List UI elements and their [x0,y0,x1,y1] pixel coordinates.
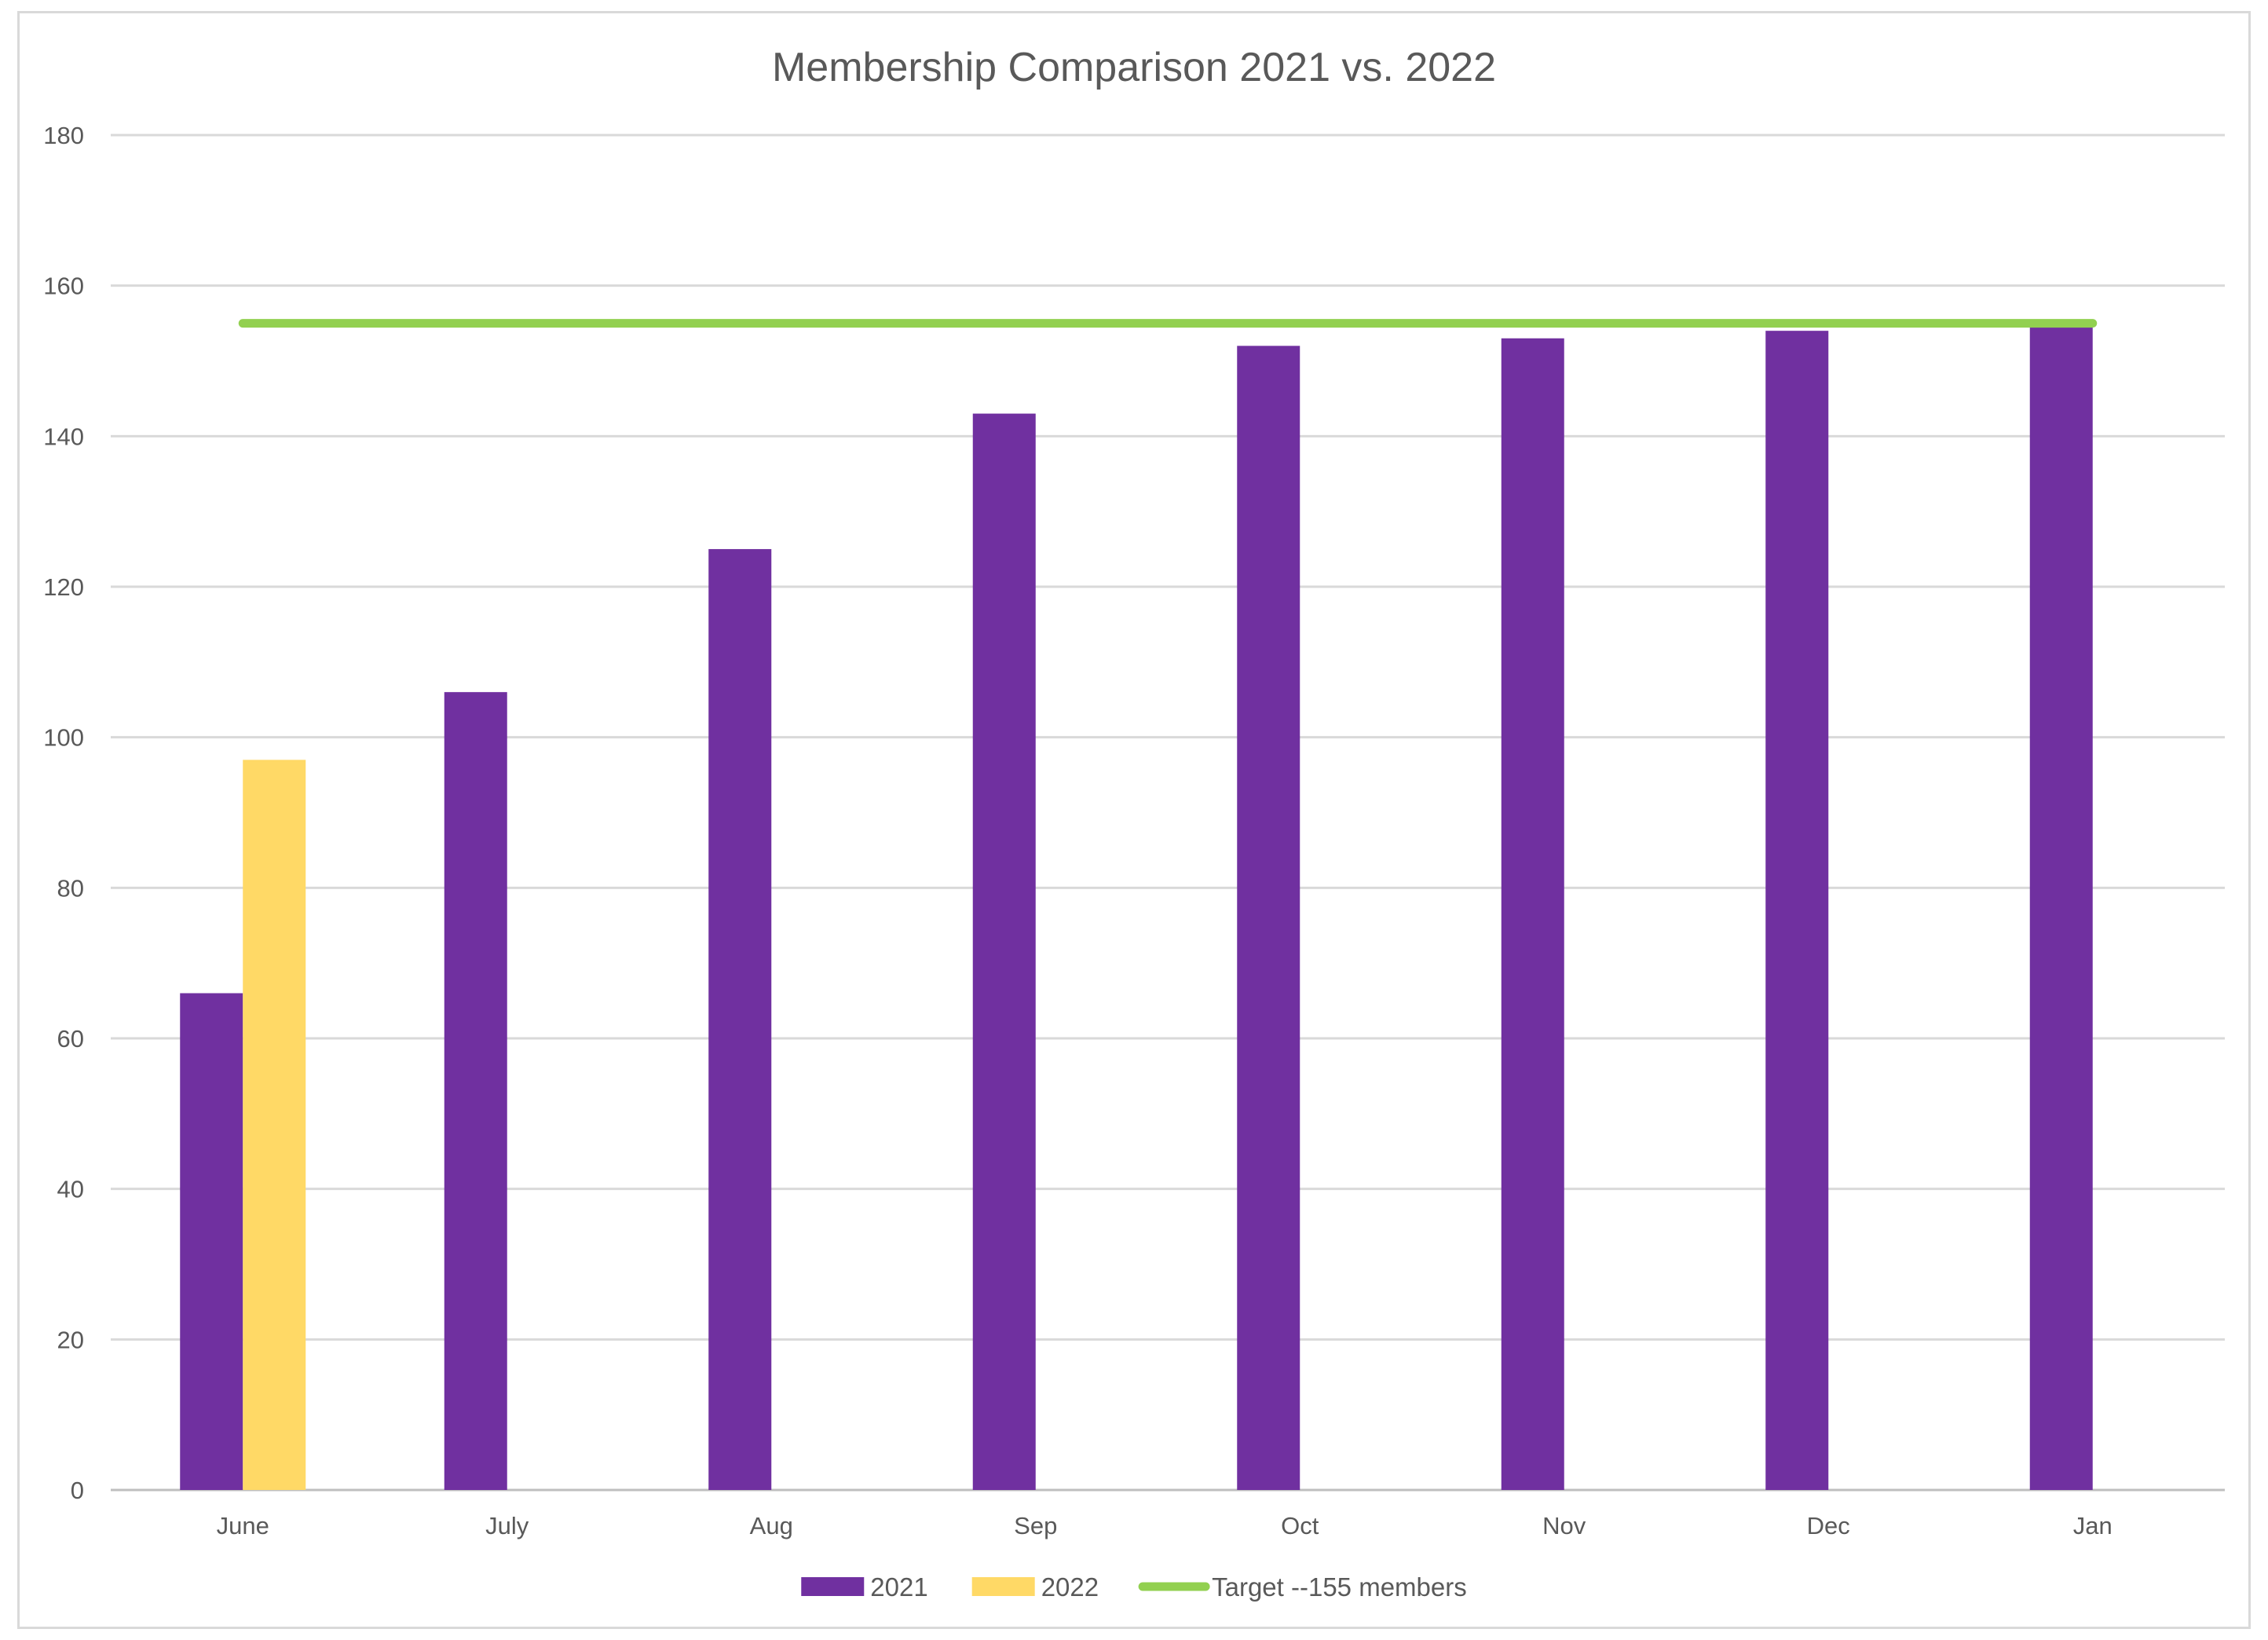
x-tick-label-nov: Nov [1542,1512,1586,1539]
bars [180,323,2093,1491]
x-tick-label-sep: Sep [1014,1512,1057,1539]
legend: 2021 2022 Target --155 members [801,1572,1467,1602]
x-tick-label-jan: Jan [2073,1512,2113,1539]
x-tick-label-july: July [485,1512,529,1539]
bar-2021-aug [708,549,772,1491]
y-tick-label-20: 20 [57,1326,84,1353]
legend-label-target-155-members: Target --155 members [1212,1572,1467,1602]
legend-label-2021: 2021 [870,1572,927,1602]
x-tick-label-aug: Aug [750,1512,793,1539]
bar-2021-june [180,993,243,1490]
y-tick-label-0: 0 [71,1477,84,1504]
legend-label-2022: 2022 [1041,1572,1099,1602]
y-tick-label-80: 80 [57,874,84,902]
x-tick-label-dec: Dec [1807,1512,1850,1539]
legend-swatch-2021 [801,1577,865,1596]
legend-swatch-2022 [971,1577,1035,1596]
x-tick-label-june: June [217,1512,269,1539]
chart-frame: Membership Comparison 2021 vs. 2022 0 20 4… [17,11,2251,1629]
bar-2021-dec [1765,331,1829,1491]
bar-2021-jan [2029,323,2093,1490]
bar-2021-sep [972,413,1036,1490]
y-tick-label-60: 60 [57,1025,84,1052]
bar-2022-june [243,760,306,1490]
y-axis-tick-labels: 0 20 40 60 80 100 120 140 160 180 [43,122,84,1504]
bar-2021-oct [1237,346,1300,1490]
bar-2021-nov [1501,338,1564,1490]
chart-title: Membership Comparison 2021 vs. 2022 [772,45,1496,90]
y-tick-label-40: 40 [57,1176,84,1203]
y-tick-label-180: 180 [43,122,84,149]
gridlines [111,134,2225,1492]
chart: Membership Comparison 2021 vs. 2022 0 20 4… [43,45,2225,1602]
y-tick-label-120: 120 [43,573,84,601]
y-tick-label-100: 100 [43,724,84,752]
bar-2021-july [444,692,507,1490]
x-axis-tick-labels: June July Aug Sep Oct Nov Dec Jan [217,1512,2113,1539]
y-tick-label-160: 160 [43,273,84,300]
y-tick-label-140: 140 [43,423,84,450]
x-tick-label-oct: Oct [1281,1512,1319,1539]
